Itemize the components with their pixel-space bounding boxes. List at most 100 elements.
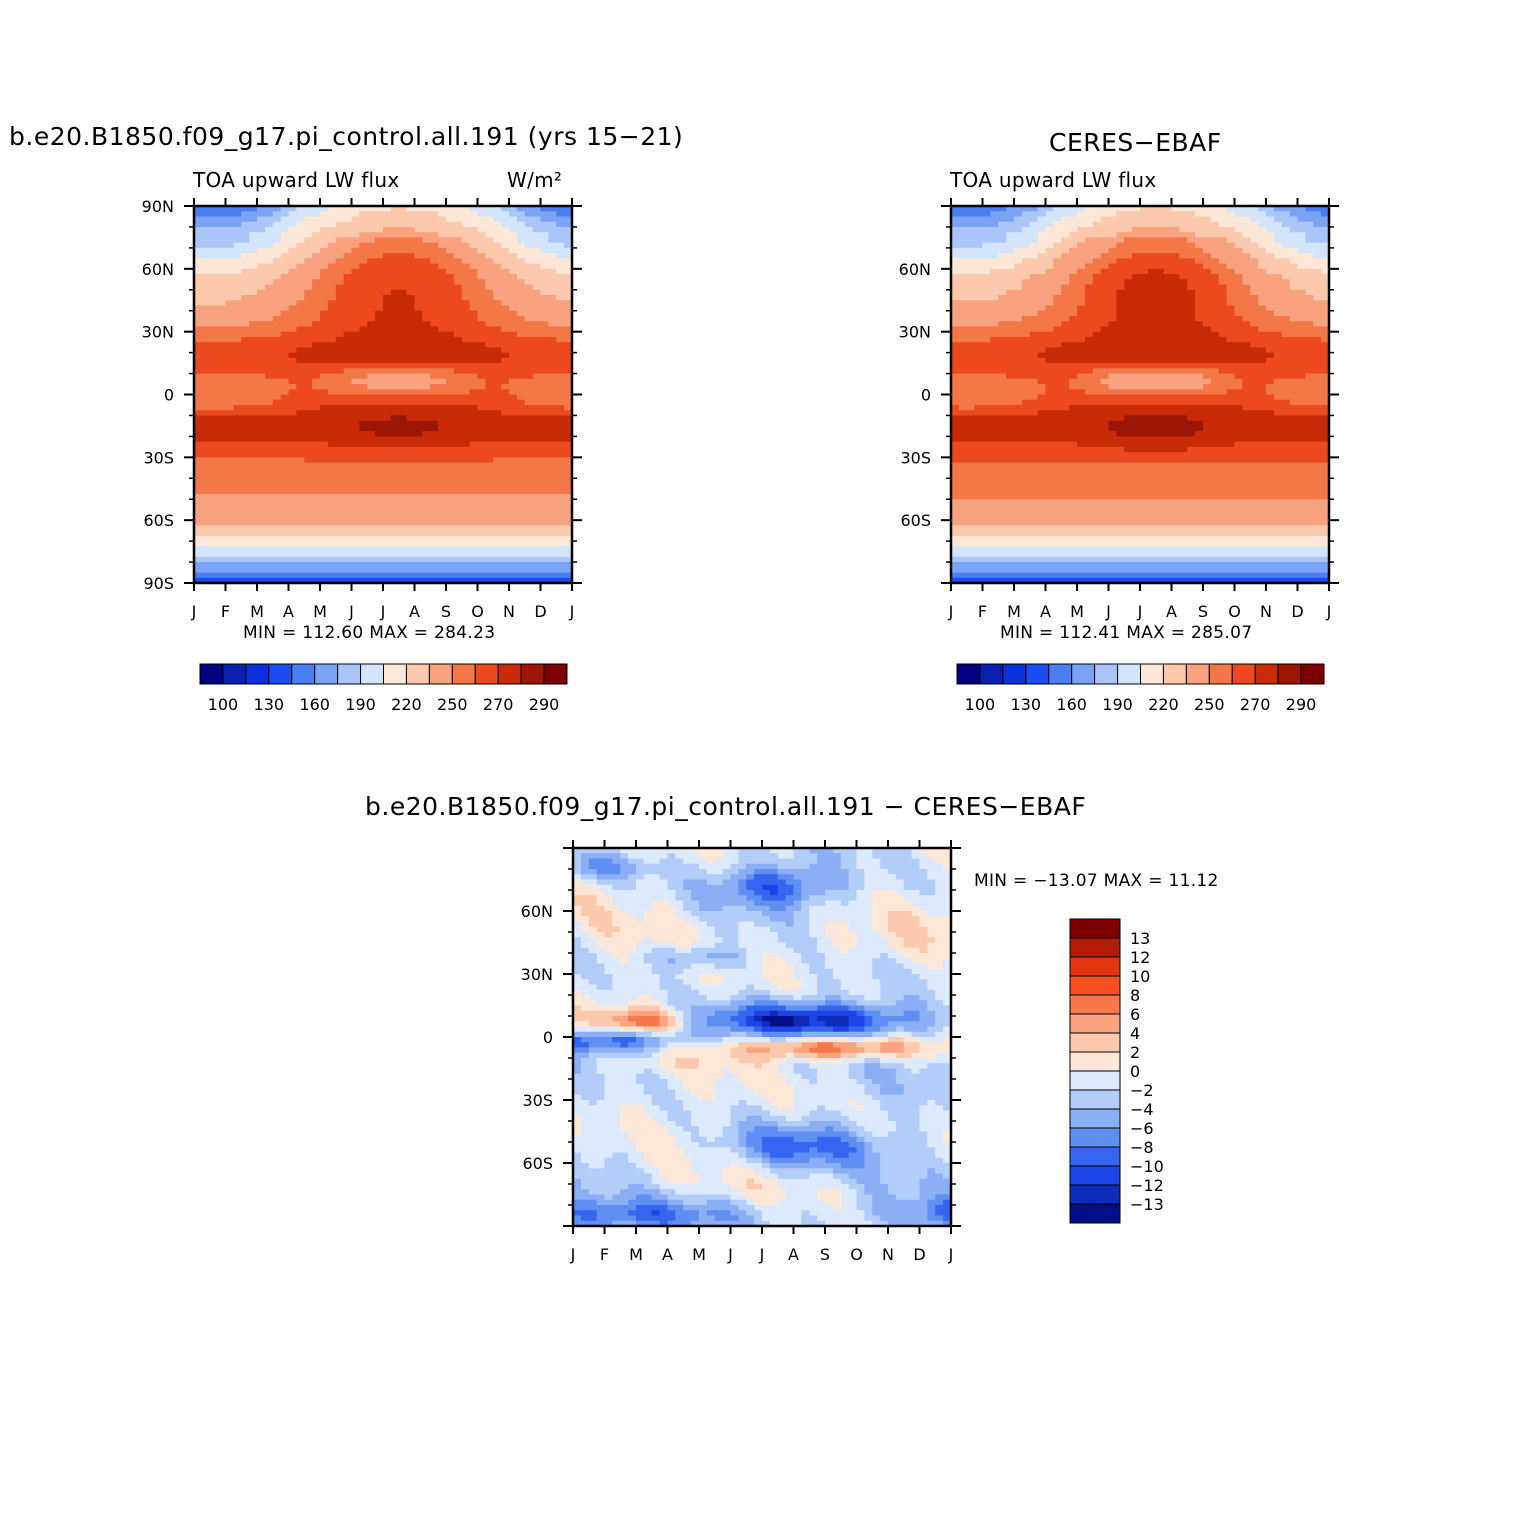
- obs-x-tick-label: J: [948, 602, 954, 621]
- diff-field-cell: [596, 1199, 629, 1206]
- diff-contour-field: [573, 848, 952, 1227]
- diff-field-cell: [636, 1205, 669, 1211]
- model-field-cell: [469, 389, 510, 396]
- diff-field-cell: [628, 1010, 661, 1017]
- diff-field-cell: [888, 869, 928, 875]
- model-field-cell: [438, 242, 471, 249]
- diff-field-cell: [911, 968, 952, 975]
- model-field-cell: [194, 541, 573, 547]
- model-field-cell: [485, 342, 573, 348]
- obs-colorbar-swatch: [1162, 663, 1187, 685]
- obs-field-cell: [1045, 226, 1078, 233]
- diff-field-cell: [573, 1073, 606, 1080]
- diff-field-cell: [612, 911, 629, 917]
- obs-field-cell: [1179, 274, 1220, 280]
- diff-field-cell: [612, 953, 629, 959]
- model-field-cell: [351, 247, 447, 254]
- diff-field-cell: [769, 989, 818, 996]
- diff-field-cell: [604, 1079, 637, 1085]
- diff-field-cell: [769, 1157, 810, 1164]
- diff-field-cell: [636, 1079, 669, 1085]
- diff-field-cell: [706, 879, 724, 886]
- diff-x-tick-label: A: [788, 1245, 799, 1264]
- diff-colorbar-swatch: [1069, 1070, 1121, 1091]
- diff-field-cell: [856, 1000, 897, 1007]
- obs-field-cell: [1116, 295, 1196, 301]
- diff-field-cell: [573, 890, 606, 896]
- obs-field-cell: [1203, 247, 1243, 254]
- diff-field-cell: [754, 869, 779, 875]
- obs-field-cell: [1037, 310, 1078, 317]
- obs-field-cell: [1108, 247, 1204, 254]
- diff-colorbar-label: −4: [1130, 1100, 1154, 1119]
- diff-field-cell: [746, 1199, 755, 1206]
- model-field-cell: [280, 310, 321, 317]
- diff-field-cell: [848, 874, 865, 881]
- obs-field-cell: [1289, 284, 1330, 291]
- diff-field-cell: [856, 895, 873, 902]
- obs-x-tick-label: S: [1198, 602, 1208, 621]
- diff-field-cell: [888, 1184, 921, 1190]
- diff-field-cell: [675, 1094, 700, 1101]
- diff-field-cell: [699, 1173, 724, 1180]
- diff-field-cell: [919, 974, 952, 980]
- diff-field-cell: [628, 1184, 645, 1190]
- diff-field-cell: [801, 1026, 834, 1033]
- model-field-cell: [485, 321, 549, 328]
- diff-field-cell: [620, 926, 700, 933]
- obs-field-cell: [1273, 216, 1299, 223]
- obs-field-cell: [1266, 389, 1330, 396]
- diff-field-cell: [588, 1021, 621, 1028]
- obs-field-cell: [1171, 206, 1228, 212]
- obs-x-tick-label: F: [978, 602, 987, 621]
- model-y-tick-label: 0: [164, 386, 174, 405]
- obs-field-cell: [1242, 378, 1275, 385]
- diff-field-cell: [683, 905, 700, 912]
- diff-field-cell: [675, 1142, 700, 1148]
- diff-field-cell: [573, 921, 582, 928]
- diff-field-cell: [651, 995, 669, 1001]
- obs-x-tick-label: O: [1228, 602, 1241, 621]
- diff-field-cell: [691, 942, 716, 949]
- diff-field-cell: [683, 900, 700, 907]
- model-plot-title: b.e20.B1850.f09_g17.pi_control.all.191 (…: [9, 122, 684, 151]
- diff-field-cell: [730, 995, 747, 1001]
- diff-field-cell: [848, 879, 865, 886]
- model-field-cell: [280, 394, 518, 401]
- diff-field-cell: [809, 926, 826, 933]
- model-field-cell: [194, 436, 573, 443]
- diff-field-cell: [746, 879, 787, 886]
- diff-field-cell: [588, 1163, 606, 1169]
- diff-field-cell: [580, 869, 598, 875]
- diff-x-tick-label: J: [759, 1245, 765, 1264]
- model-field-cell: [414, 253, 455, 259]
- diff-field-cell: [730, 1031, 747, 1038]
- diff-field-cell: [573, 926, 582, 933]
- diff-field-cell: [667, 958, 676, 965]
- diff-field-cell: [832, 1126, 850, 1133]
- model-field-cell: [194, 473, 573, 479]
- diff-colorbar-label: 6: [1130, 1005, 1140, 1024]
- diff-y-tick-label: 30N: [521, 965, 553, 984]
- diff-field-cell: [935, 858, 952, 865]
- diff-field-cell: [848, 1152, 865, 1159]
- diff-field-cell: [722, 879, 739, 886]
- model-x-tick-label: A: [283, 602, 294, 621]
- diff-colorbar-label: 12: [1130, 948, 1150, 967]
- diff-field-cell: [895, 932, 928, 938]
- obs-field-cell: [1014, 247, 1047, 254]
- diff-field-cell: [746, 958, 763, 965]
- diff-field-cell: [659, 984, 692, 991]
- diff-field-cell: [675, 947, 692, 954]
- model-field-cell: [312, 378, 353, 385]
- diff-field-cell: [659, 1005, 669, 1012]
- diff-field-cell: [573, 1016, 613, 1022]
- model-colorbar-swatch: [222, 663, 247, 685]
- diff-field-cell: [762, 1094, 795, 1101]
- obs-field-cell: [1195, 232, 1243, 239]
- diff-field-cell: [777, 890, 795, 896]
- diff-field-cell: [573, 1063, 582, 1070]
- obs-colorbar-swatch: [979, 663, 1004, 685]
- diff-field-cell: [825, 1126, 834, 1133]
